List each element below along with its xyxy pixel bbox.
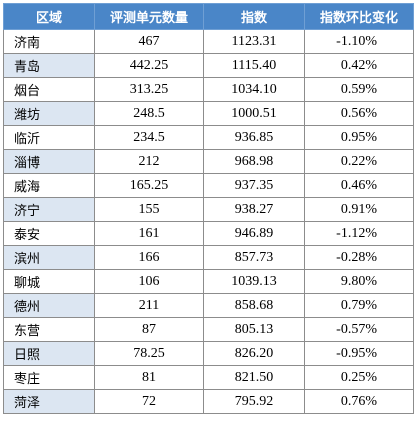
cell-unit-count: 211 — [94, 293, 204, 318]
cell-index: 795.92 — [203, 389, 305, 414]
cell-unit-count: 313.25 — [94, 77, 204, 102]
cell-unit-count: 106 — [94, 269, 204, 294]
table-body: 济南 467 1123.31 -1.10% 青岛 442.25 1115.40 … — [3, 29, 414, 414]
city-index-table: 区域 评测单元数量 指数 指数环比变化 济南 467 1123.31 -1.10… — [3, 3, 414, 414]
cell-index: 946.89 — [203, 221, 305, 246]
table-row: 德州 211 858.68 0.79% — [3, 293, 414, 318]
cell-index: 937.35 — [203, 173, 305, 198]
cell-index: 968.98 — [203, 149, 305, 174]
table-row: 济宁 155 938.27 0.91% — [3, 197, 414, 222]
table-row: 滨州 166 857.73 -0.28% — [3, 245, 414, 270]
index-table-container: 区域 评测单元数量 指数 指数环比变化 济南 467 1123.31 -1.10… — [3, 3, 414, 414]
cell-region: 济宁 — [3, 197, 95, 222]
table-row: 东营 87 805.13 -0.57% — [3, 317, 414, 342]
table-row: 聊城 106 1039.13 9.80% — [3, 269, 414, 294]
table-row: 淄博 212 968.98 0.22% — [3, 149, 414, 174]
cell-unit-count: 442.25 — [94, 53, 204, 78]
cell-index-change: -1.10% — [304, 29, 414, 54]
cell-region: 枣庄 — [3, 365, 95, 390]
cell-unit-count: 81 — [94, 365, 204, 390]
cell-region: 潍坊 — [3, 101, 95, 126]
header-index: 指数 — [203, 3, 305, 30]
table-row: 潍坊 248.5 1000.51 0.56% — [3, 101, 414, 126]
cell-unit-count: 78.25 — [94, 341, 204, 366]
cell-index-change: -1.12% — [304, 221, 414, 246]
cell-index-change: 0.42% — [304, 53, 414, 78]
cell-unit-count: 212 — [94, 149, 204, 174]
cell-index: 1000.51 — [203, 101, 305, 126]
cell-index: 1115.40 — [203, 53, 305, 78]
cell-index: 1034.10 — [203, 77, 305, 102]
cell-index-change: 0.79% — [304, 293, 414, 318]
cell-index: 826.20 — [203, 341, 305, 366]
cell-index-change: 0.22% — [304, 149, 414, 174]
table-row: 菏泽 72 795.92 0.76% — [3, 389, 414, 414]
table-header-row: 区域 评测单元数量 指数 指数环比变化 — [3, 3, 414, 30]
header-region: 区域 — [3, 3, 95, 30]
cell-index-change: 0.91% — [304, 197, 414, 222]
cell-unit-count: 72 — [94, 389, 204, 414]
table-row: 临沂 234.5 936.85 0.95% — [3, 125, 414, 150]
cell-unit-count: 165.25 — [94, 173, 204, 198]
table-row: 济南 467 1123.31 -1.10% — [3, 29, 414, 54]
cell-index: 857.73 — [203, 245, 305, 270]
cell-index-change: -0.95% — [304, 341, 414, 366]
cell-index: 858.68 — [203, 293, 305, 318]
cell-region: 菏泽 — [3, 389, 95, 414]
cell-unit-count: 467 — [94, 29, 204, 54]
cell-region: 聊城 — [3, 269, 95, 294]
cell-unit-count: 248.5 — [94, 101, 204, 126]
cell-index-change: 9.80% — [304, 269, 414, 294]
cell-unit-count: 155 — [94, 197, 204, 222]
cell-region: 青岛 — [3, 53, 95, 78]
cell-region: 威海 — [3, 173, 95, 198]
cell-region: 烟台 — [3, 77, 95, 102]
cell-index-change: 0.56% — [304, 101, 414, 126]
cell-index-change: -0.57% — [304, 317, 414, 342]
cell-index: 1039.13 — [203, 269, 305, 294]
table-row: 枣庄 81 821.50 0.25% — [3, 365, 414, 390]
table-row: 日照 78.25 826.20 -0.95% — [3, 341, 414, 366]
table-row: 泰安 161 946.89 -1.12% — [3, 221, 414, 246]
cell-index: 1123.31 — [203, 29, 305, 54]
table-row: 威海 165.25 937.35 0.46% — [3, 173, 414, 198]
cell-region: 泰安 — [3, 221, 95, 246]
cell-index: 938.27 — [203, 197, 305, 222]
table-row: 青岛 442.25 1115.40 0.42% — [3, 53, 414, 78]
table-row: 烟台 313.25 1034.10 0.59% — [3, 77, 414, 102]
cell-region: 日照 — [3, 341, 95, 366]
cell-region: 东营 — [3, 317, 95, 342]
cell-index: 821.50 — [203, 365, 305, 390]
cell-region: 济南 — [3, 29, 95, 54]
cell-index-change: 0.46% — [304, 173, 414, 198]
cell-region: 临沂 — [3, 125, 95, 150]
cell-index-change: 0.25% — [304, 365, 414, 390]
cell-index-change: -0.28% — [304, 245, 414, 270]
cell-unit-count: 87 — [94, 317, 204, 342]
cell-index: 936.85 — [203, 125, 305, 150]
cell-unit-count: 166 — [94, 245, 204, 270]
cell-region: 滨州 — [3, 245, 95, 270]
header-unit-count: 评测单元数量 — [94, 3, 204, 30]
cell-index-change: 0.76% — [304, 389, 414, 414]
cell-unit-count: 161 — [94, 221, 204, 246]
cell-index-change: 0.59% — [304, 77, 414, 102]
cell-region: 淄博 — [3, 149, 95, 174]
cell-unit-count: 234.5 — [94, 125, 204, 150]
header-index-change: 指数环比变化 — [304, 3, 414, 30]
cell-index: 805.13 — [203, 317, 305, 342]
cell-region: 德州 — [3, 293, 95, 318]
cell-index-change: 0.95% — [304, 125, 414, 150]
